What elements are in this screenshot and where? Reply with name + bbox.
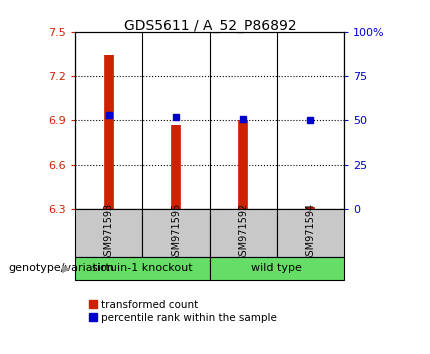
- Bar: [75, 257, 210, 280]
- Text: GSM971594: GSM971594: [305, 203, 316, 262]
- Bar: [210, 257, 344, 280]
- Text: genotype/variation: genotype/variation: [9, 263, 115, 273]
- Text: GSM971592: GSM971592: [238, 203, 248, 262]
- Legend: transformed count, percentile rank within the sample: transformed count, percentile rank withi…: [85, 296, 282, 327]
- Bar: [210, 209, 277, 257]
- Text: wild type: wild type: [252, 263, 302, 273]
- Text: ▶: ▶: [62, 263, 71, 273]
- Bar: [277, 209, 344, 257]
- Text: sirtuin-1 knockout: sirtuin-1 knockout: [92, 263, 193, 273]
- Text: GSM971595: GSM971595: [171, 203, 181, 262]
- Bar: [75, 209, 142, 257]
- Bar: [142, 209, 210, 257]
- Text: GDS5611 / A_52_P86892: GDS5611 / A_52_P86892: [124, 19, 297, 34]
- Text: GSM971593: GSM971593: [104, 203, 114, 262]
